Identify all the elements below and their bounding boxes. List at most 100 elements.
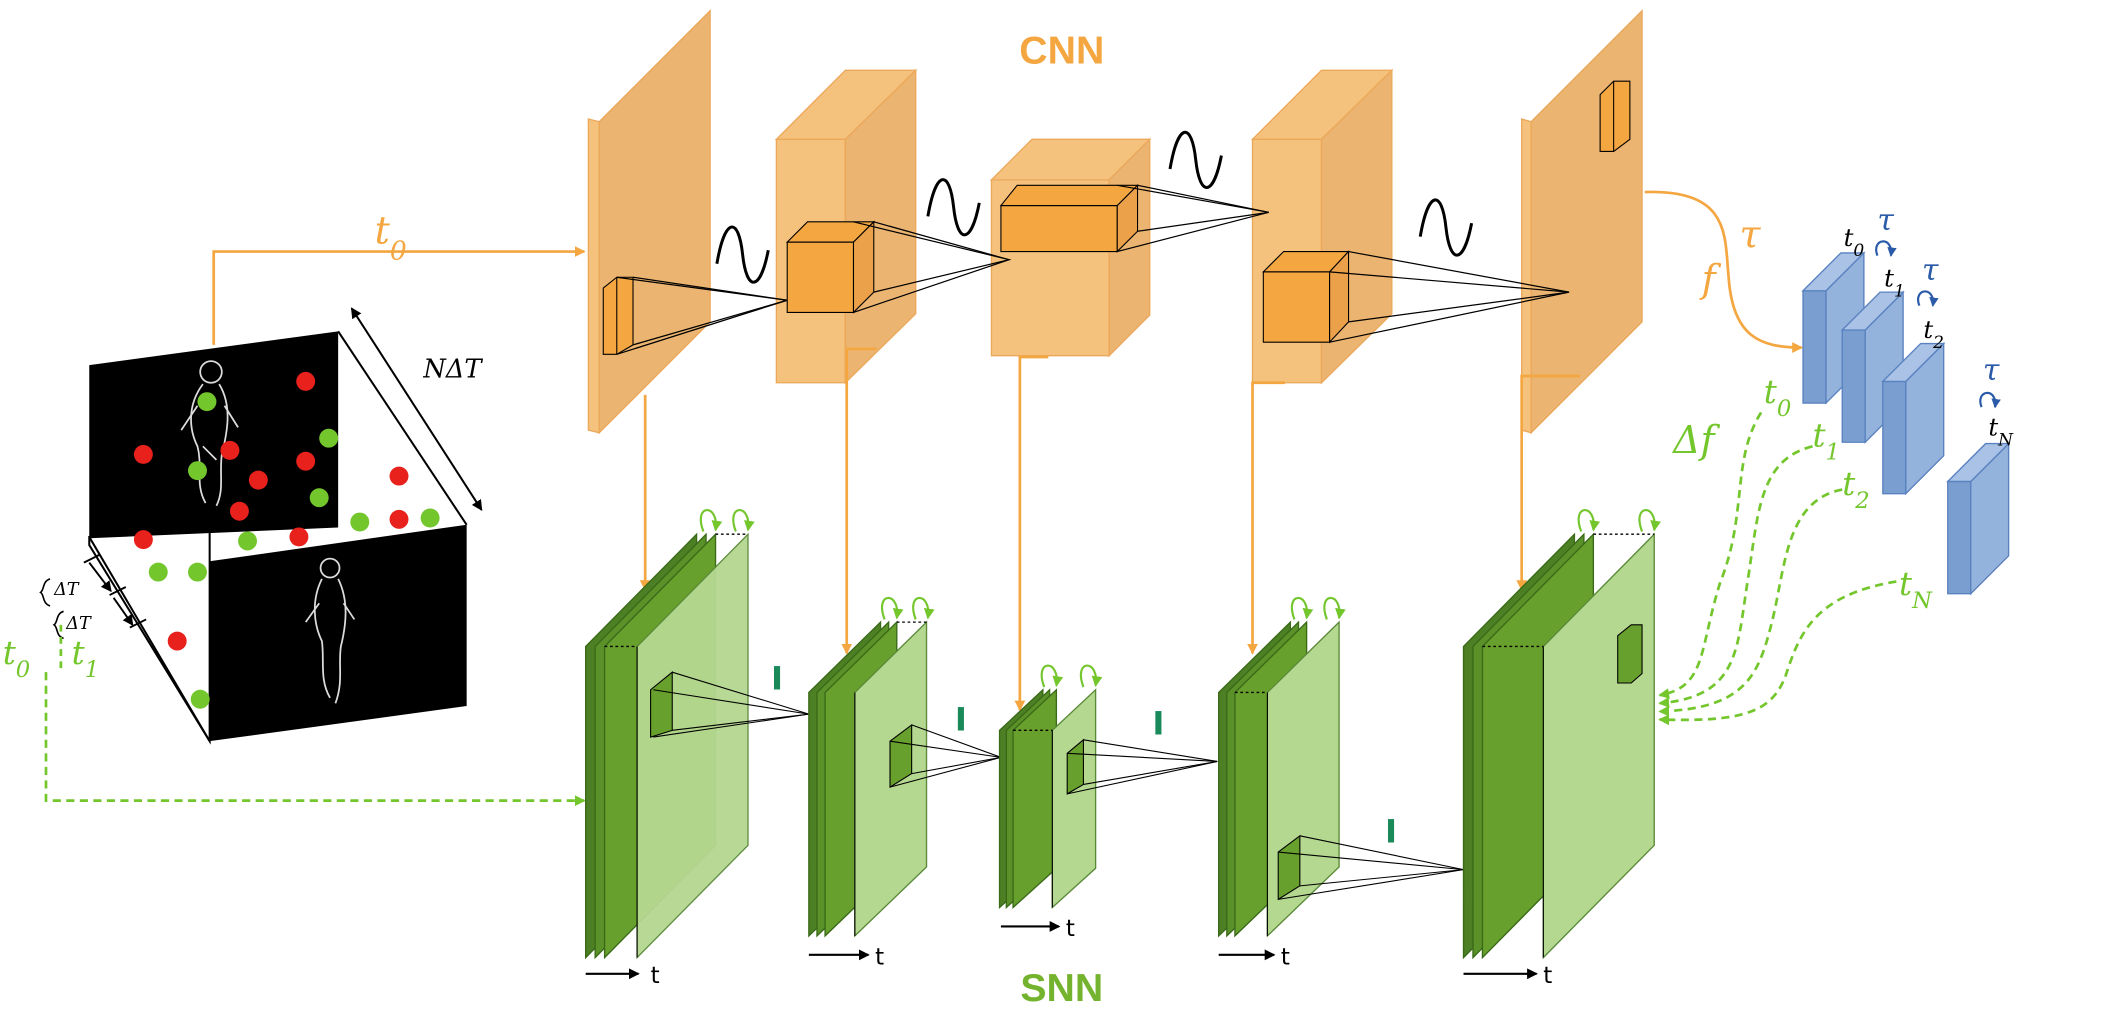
threshold-icon: I <box>1152 704 1164 742</box>
recurrent-loop-icon <box>1577 508 1601 532</box>
n-delta-t-label: NΔT <box>422 354 483 384</box>
recurrent-loop-icon <box>699 508 723 532</box>
cnn-kernel-cube <box>1262 271 1331 343</box>
event-frame-t1 <box>209 524 467 742</box>
green-tN-label: tN <box>1899 565 1933 614</box>
time-axis-label: t <box>875 944 884 970</box>
cnn-receptive-fields <box>616 184 1570 355</box>
snn-layer-1 <box>585 532 810 960</box>
threshold-icon: I <box>1385 813 1397 851</box>
green-t0-label: t0 <box>1764 373 1792 422</box>
event-dot-green <box>309 488 329 508</box>
snn-layer-3 <box>998 688 1218 910</box>
delta-t-label-2: ΔT <box>65 614 92 634</box>
green-t1-label: t1 <box>1812 416 1840 465</box>
event-dot-red <box>220 440 240 460</box>
time-axis-label: t <box>651 963 660 989</box>
snn-layers: I I I I t t t t t <box>585 508 1661 989</box>
event-dot-green <box>420 508 440 528</box>
time-axis-label: t <box>1066 916 1075 942</box>
t0-left-label: t0 <box>3 634 31 683</box>
t1-left-label: t1 <box>72 634 100 683</box>
recurrent-loop-icon <box>912 596 935 620</box>
activation-wave-icon <box>926 178 981 237</box>
delta-t-label-1: ΔT <box>53 580 80 600</box>
dancer-figure-front <box>304 557 356 704</box>
event-dot-red <box>296 451 316 471</box>
activation-wave-icons <box>715 130 1474 284</box>
tau-orange-label: τ <box>1739 213 1761 257</box>
snn-layer-2 <box>808 620 1003 938</box>
state-block-t2 <box>1881 341 1946 496</box>
activation-wave-icon <box>1168 130 1223 189</box>
state-block-tN <box>1946 441 2011 596</box>
delta-t-brace-1 <box>39 578 51 607</box>
blue-t2-label: t2 <box>1923 315 1944 353</box>
tau-blue-label-2: τ <box>1922 253 1939 288</box>
event-input-volume: NΔT ΔT ΔT t0 t1 <box>3 307 483 745</box>
cnn-title: CNN <box>1019 29 1104 73</box>
delta-t-ticks <box>83 553 147 629</box>
event-dot-green <box>188 562 207 582</box>
snn-layer-4 <box>1218 620 1464 938</box>
event-dot-red <box>133 530 153 550</box>
n-delta-t-arrow <box>350 307 483 512</box>
event-frame-t0 <box>89 331 339 539</box>
event-dot-green <box>190 689 210 709</box>
event-dot-green <box>238 531 257 551</box>
snn-recurrent-loop-icons <box>699 508 1661 688</box>
threshold-icon: I <box>955 700 967 738</box>
event-dot-green <box>319 428 339 448</box>
activation-wave-icon <box>1418 198 1474 257</box>
time-axes <box>585 921 1538 980</box>
recurrent-loop-icon <box>1040 664 1064 688</box>
green-t2-label: t2 <box>1842 465 1870 514</box>
snn-title: SNN <box>1020 966 1103 1010</box>
tau-loop-icons <box>1875 240 2001 409</box>
time-axis-label: t <box>1281 944 1290 970</box>
event-dot-red <box>248 470 268 490</box>
time-axis-label: t <box>1543 963 1552 989</box>
delta-f-feedback-lines <box>1658 411 1897 726</box>
dancer-figure-back <box>180 360 239 507</box>
t0-top-label: t0 <box>375 208 407 265</box>
delta-t-brace-2 <box>52 610 64 640</box>
snn-layer-5 <box>1462 532 1655 960</box>
cnn-layers <box>587 9 1643 712</box>
input-to-snn-arrow <box>44 672 586 807</box>
tau-loop-icon <box>1979 391 2001 409</box>
event-dot-red <box>296 371 316 391</box>
recurrent-loop-icon <box>1323 596 1346 620</box>
f-label: f <box>1699 257 1722 301</box>
event-dot-red <box>229 501 249 521</box>
event-dot-red <box>289 527 309 547</box>
cnn-to-snn-arrows <box>639 347 1580 712</box>
recurrent-loop-icon <box>732 508 755 532</box>
event-dot-green <box>350 512 370 532</box>
cnn-layer-3 <box>989 137 1152 358</box>
input-to-cnn-arrow <box>212 246 586 345</box>
recurrent-loop-icon <box>881 596 904 620</box>
tau-blue-label-1: τ <box>1877 203 1894 238</box>
activation-wave-icon <box>715 225 770 284</box>
cnn-output-arrow <box>1644 190 1804 353</box>
tau-loop-icon <box>1875 240 1897 257</box>
recurrent-loop-icon <box>1638 508 1661 532</box>
event-dot-red <box>133 444 153 464</box>
threshold-icon: I <box>771 660 783 698</box>
event-dot-red <box>389 466 409 486</box>
recurrent-state-blocks: τ τ τ t0 t1 t2 tN <box>1801 203 2014 596</box>
cnn-layer-4 <box>1250 68 1394 385</box>
cnn-layer-5 <box>1521 9 1643 435</box>
cnn-kernel-cube <box>786 241 855 313</box>
delta-f-label: Δf <box>1671 418 1720 462</box>
event-dot-red <box>167 631 187 651</box>
cnn-layer-1 <box>587 9 711 435</box>
tau-blue-label-3: τ <box>1983 353 2000 388</box>
recurrent-loop-icon <box>1079 664 1103 688</box>
recurrent-loop-icon <box>1290 596 1314 620</box>
event-dot-green <box>188 461 207 481</box>
event-dot-green <box>148 562 168 582</box>
event-dot-red <box>389 509 409 529</box>
